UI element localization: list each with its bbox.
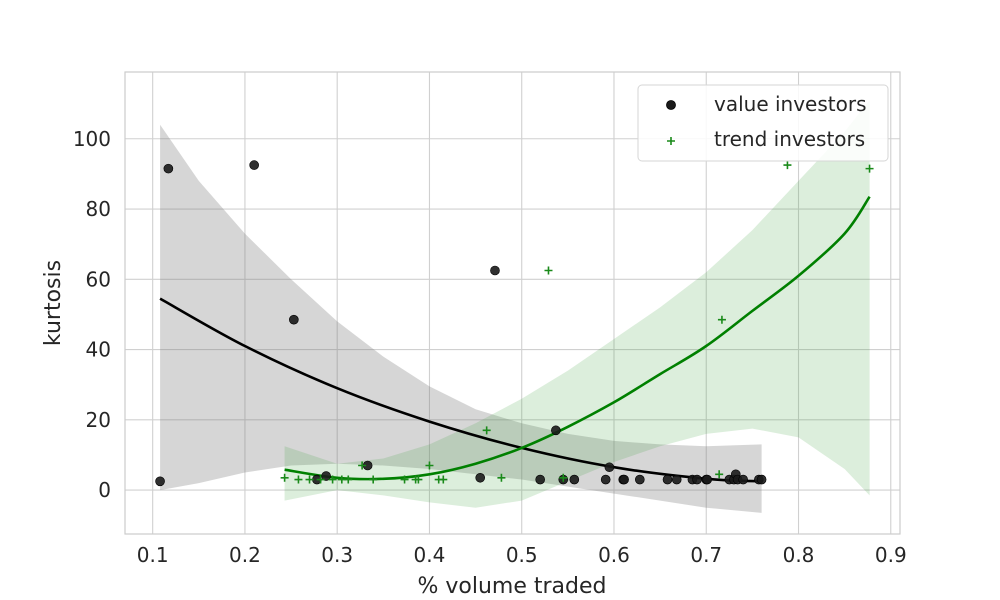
- point-trend-investors: [358, 461, 367, 470]
- point-trend-investors: [425, 461, 434, 470]
- x-tick-label: 0.2: [229, 543, 261, 567]
- point-value-investors: [756, 474, 767, 485]
- point-trend-investors: [414, 475, 423, 484]
- point-trend-investors: [783, 161, 792, 170]
- legend-marker-value-investors: [666, 100, 676, 110]
- point-value-investors: [600, 474, 611, 485]
- x-tick-label: 0.8: [783, 543, 815, 567]
- legend-marker-trend-investors: [667, 137, 675, 145]
- point-trend-investors: [559, 473, 568, 482]
- y-tick-label: 20: [86, 408, 111, 432]
- tick-labels: 0.1 0.2 0.3 0.4 0.5 0.6 0.7 0.8 0.9 0 20 40 60 80 100: [73, 127, 907, 567]
- point-trend-investors: [344, 475, 353, 484]
- fit-line-value-investors: [159, 297, 762, 483]
- point-value-investors: [475, 472, 486, 483]
- plot-frame: [124, 71, 901, 535]
- point-value-investors: [635, 474, 645, 485]
- point-value-investors: [738, 474, 748, 485]
- point-value-investors: [490, 265, 500, 276]
- point-trend-investors: [544, 266, 553, 275]
- x-axis-title: % volume traded: [417, 574, 606, 599]
- point-trend-investors: [482, 426, 491, 435]
- point-value-investors: [692, 474, 702, 485]
- point-value-investors: [702, 474, 712, 485]
- legend-label-trend-investors: trend investors: [714, 127, 865, 151]
- point-value-investors: [551, 425, 561, 436]
- point-trend-investors: [717, 315, 726, 324]
- point-value-investors: [163, 163, 174, 174]
- point-trend-investors: [865, 164, 874, 173]
- point-value-investors: [619, 474, 629, 485]
- x-tick-label: 0.3: [321, 543, 353, 567]
- confidence-band-value-investors: [160, 124, 762, 513]
- fit-line-trend-investors: [284, 195, 871, 481]
- point-trend-investors: [316, 475, 325, 484]
- confidence-bands: [160, 100, 870, 513]
- x-tick-label: 0.4: [414, 543, 446, 567]
- point-value-investors: [569, 474, 580, 485]
- y-axis-title: kurtosis: [41, 260, 66, 346]
- x-tick-label: 0.9: [875, 543, 907, 567]
- point-value-investors: [604, 462, 615, 473]
- point-value-investors: [155, 476, 165, 487]
- confidence-band-trend-investors: [284, 100, 870, 508]
- y-tick-label: 100: [73, 127, 111, 151]
- point-trend-investors: [439, 475, 448, 484]
- data-points: [155, 160, 874, 487]
- y-tick-label: 40: [86, 338, 111, 362]
- point-trend-investors: [305, 475, 314, 484]
- x-tick-label: 0.1: [137, 543, 169, 567]
- point-trend-investors: [497, 473, 506, 482]
- point-trend-investors: [328, 475, 337, 484]
- point-trend-investors: [400, 475, 409, 484]
- y-tick-label: 60: [86, 267, 111, 291]
- point-value-investors: [671, 474, 682, 485]
- point-value-investors: [321, 471, 331, 481]
- x-tick-label: 0.5: [506, 543, 538, 567]
- point-trend-investors: [294, 475, 303, 484]
- point-trend-investors: [715, 470, 724, 479]
- point-value-investors: [535, 474, 545, 485]
- legend: value investors trend investors: [637, 84, 889, 162]
- y-tick-label: 80: [86, 197, 111, 221]
- point-value-investors: [289, 314, 299, 325]
- legend-label-value-investors: value investors: [714, 92, 867, 116]
- point-value-investors: [662, 474, 673, 485]
- fit-lines: [159, 195, 871, 483]
- point-value-investors: [249, 160, 259, 170]
- legend-box: [637, 84, 889, 162]
- x-tick-label: 0.7: [690, 543, 722, 567]
- point-trend-investors: [369, 475, 378, 484]
- y-tick-label: 0: [98, 478, 111, 502]
- x-tick-label: 0.6: [598, 543, 630, 567]
- point-trend-investors: [280, 473, 289, 482]
